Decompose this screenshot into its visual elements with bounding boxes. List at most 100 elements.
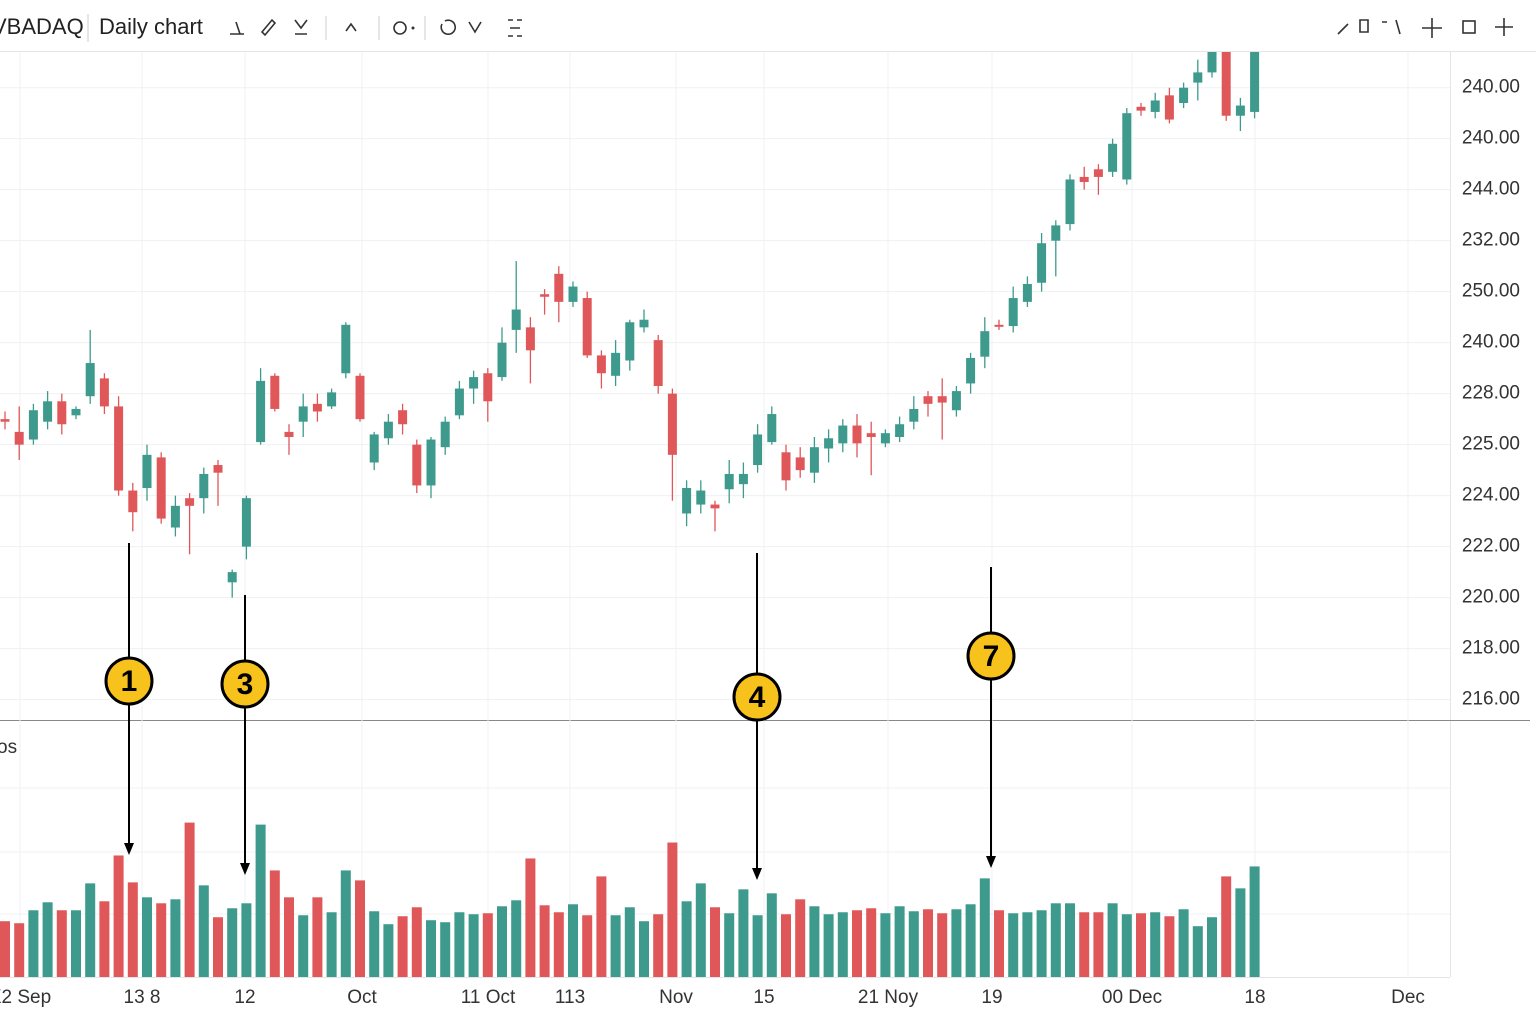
- volume-bar: [454, 912, 465, 977]
- volume-bar: [582, 915, 593, 977]
- candle-body: [525, 327, 535, 351]
- grid: [0, 52, 1450, 977]
- candle-body: [85, 363, 95, 397]
- candle-body: [312, 403, 322, 412]
- volume-bar: [610, 915, 621, 977]
- x-tick-label: 11 Oct: [461, 987, 516, 1008]
- candle-body: [241, 498, 251, 547]
- volume-bar: [653, 914, 664, 977]
- y-tick-label: 240.00: [1462, 128, 1520, 149]
- candle-body: [1079, 176, 1089, 183]
- volume-bar: [667, 842, 678, 977]
- x-tick-label: 113: [555, 987, 585, 1008]
- candle-body: [1179, 87, 1189, 103]
- candle-body: [1235, 105, 1245, 116]
- volume-bar: [142, 897, 152, 977]
- volume-bar: [42, 902, 53, 977]
- candle-body: [696, 490, 706, 505]
- volume-bar: [127, 882, 138, 977]
- x-tick-label: Dec: [1391, 987, 1425, 1008]
- x-tick-label: 19: [981, 987, 1002, 1008]
- candle-body: [213, 465, 223, 473]
- volume-bar: [1136, 913, 1146, 977]
- volume-bar: [326, 912, 337, 977]
- candle-body: [568, 286, 578, 302]
- candle-body: [625, 322, 635, 361]
- candle-body: [298, 406, 308, 422]
- y-tick-label: 250.00: [1462, 281, 1520, 302]
- annotation-badge: [220, 659, 270, 709]
- candle-body: [1122, 113, 1132, 180]
- candle-body: [909, 408, 919, 422]
- candle-body: [440, 421, 450, 448]
- candle-body: [611, 352, 621, 376]
- candle-body: [540, 294, 550, 297]
- volume-bar: [866, 908, 877, 977]
- y-tick-label: 225.00: [1462, 434, 1520, 455]
- volume-bar: [781, 914, 791, 977]
- volume-bar: [468, 914, 479, 977]
- volume-bar: [383, 924, 394, 977]
- volume-label: os: [0, 737, 17, 758]
- candle-body: [682, 487, 692, 514]
- candle-body: [497, 342, 507, 378]
- arrow-head: [752, 868, 762, 880]
- candle-body: [1051, 225, 1061, 241]
- annotation-label: 7: [983, 640, 1000, 673]
- volume-bar: [511, 900, 522, 977]
- volume-bar: [1192, 926, 1203, 977]
- volume-bar: [1008, 913, 1019, 977]
- volume-bar: [340, 870, 351, 977]
- candle-body: [1065, 179, 1075, 225]
- candle-body: [142, 454, 152, 488]
- volume-bar: [539, 905, 550, 977]
- x-tick-label: 18: [1244, 987, 1265, 1008]
- candle-body: [199, 473, 209, 499]
- candle-body: [1164, 95, 1174, 120]
- candle-body: [710, 504, 720, 509]
- volume-bar: [695, 883, 706, 977]
- volume-bar: [170, 899, 181, 977]
- candle-body: [852, 425, 862, 444]
- candle-body: [753, 434, 763, 466]
- volume-bar: [894, 906, 905, 977]
- y-tick-label: 224.00: [1462, 485, 1520, 506]
- candle-body: [880, 433, 890, 444]
- volume-bar: [213, 917, 223, 977]
- chart-title[interactable]: Daily chart: [99, 14, 203, 39]
- volume-bar: [553, 912, 564, 977]
- volume-bar: [837, 912, 848, 977]
- candle-body: [639, 319, 649, 328]
- candle-body: [185, 498, 195, 506]
- annotation-label: 3: [237, 668, 254, 701]
- y-tick-label: 240.00: [1462, 332, 1520, 353]
- volume-bar: [298, 915, 309, 977]
- x-tick-label: 15: [753, 987, 774, 1008]
- candle-body: [369, 434, 379, 463]
- toolbar-icons[interactable]: [230, 16, 1513, 40]
- volume-bar: [85, 883, 96, 977]
- candle-body: [809, 447, 819, 473]
- volume-bar: [99, 901, 110, 977]
- x-tick-label: Nov: [659, 987, 693, 1008]
- volume-bar: [227, 908, 238, 977]
- volume-bar: [752, 915, 763, 977]
- candle-body: [99, 378, 109, 407]
- volume-bar: [710, 907, 720, 977]
- volume-bar: [994, 910, 1004, 977]
- arrow-head: [986, 856, 996, 868]
- volume-bar: [965, 904, 976, 977]
- candle-body: [170, 505, 180, 528]
- candle-body: [1108, 143, 1118, 172]
- candle-body: [738, 473, 748, 485]
- volume-bar: [255, 824, 266, 977]
- volume-bar: [979, 878, 990, 977]
- volume-bar: [1079, 912, 1090, 977]
- volume-bar: [1221, 876, 1232, 977]
- candle-body: [412, 444, 422, 486]
- volume-bar: [766, 893, 777, 977]
- symbol[interactable]: VBADAQ: [0, 14, 84, 39]
- volume-bar: [269, 870, 280, 977]
- y-tick-label: 222.00: [1462, 536, 1520, 557]
